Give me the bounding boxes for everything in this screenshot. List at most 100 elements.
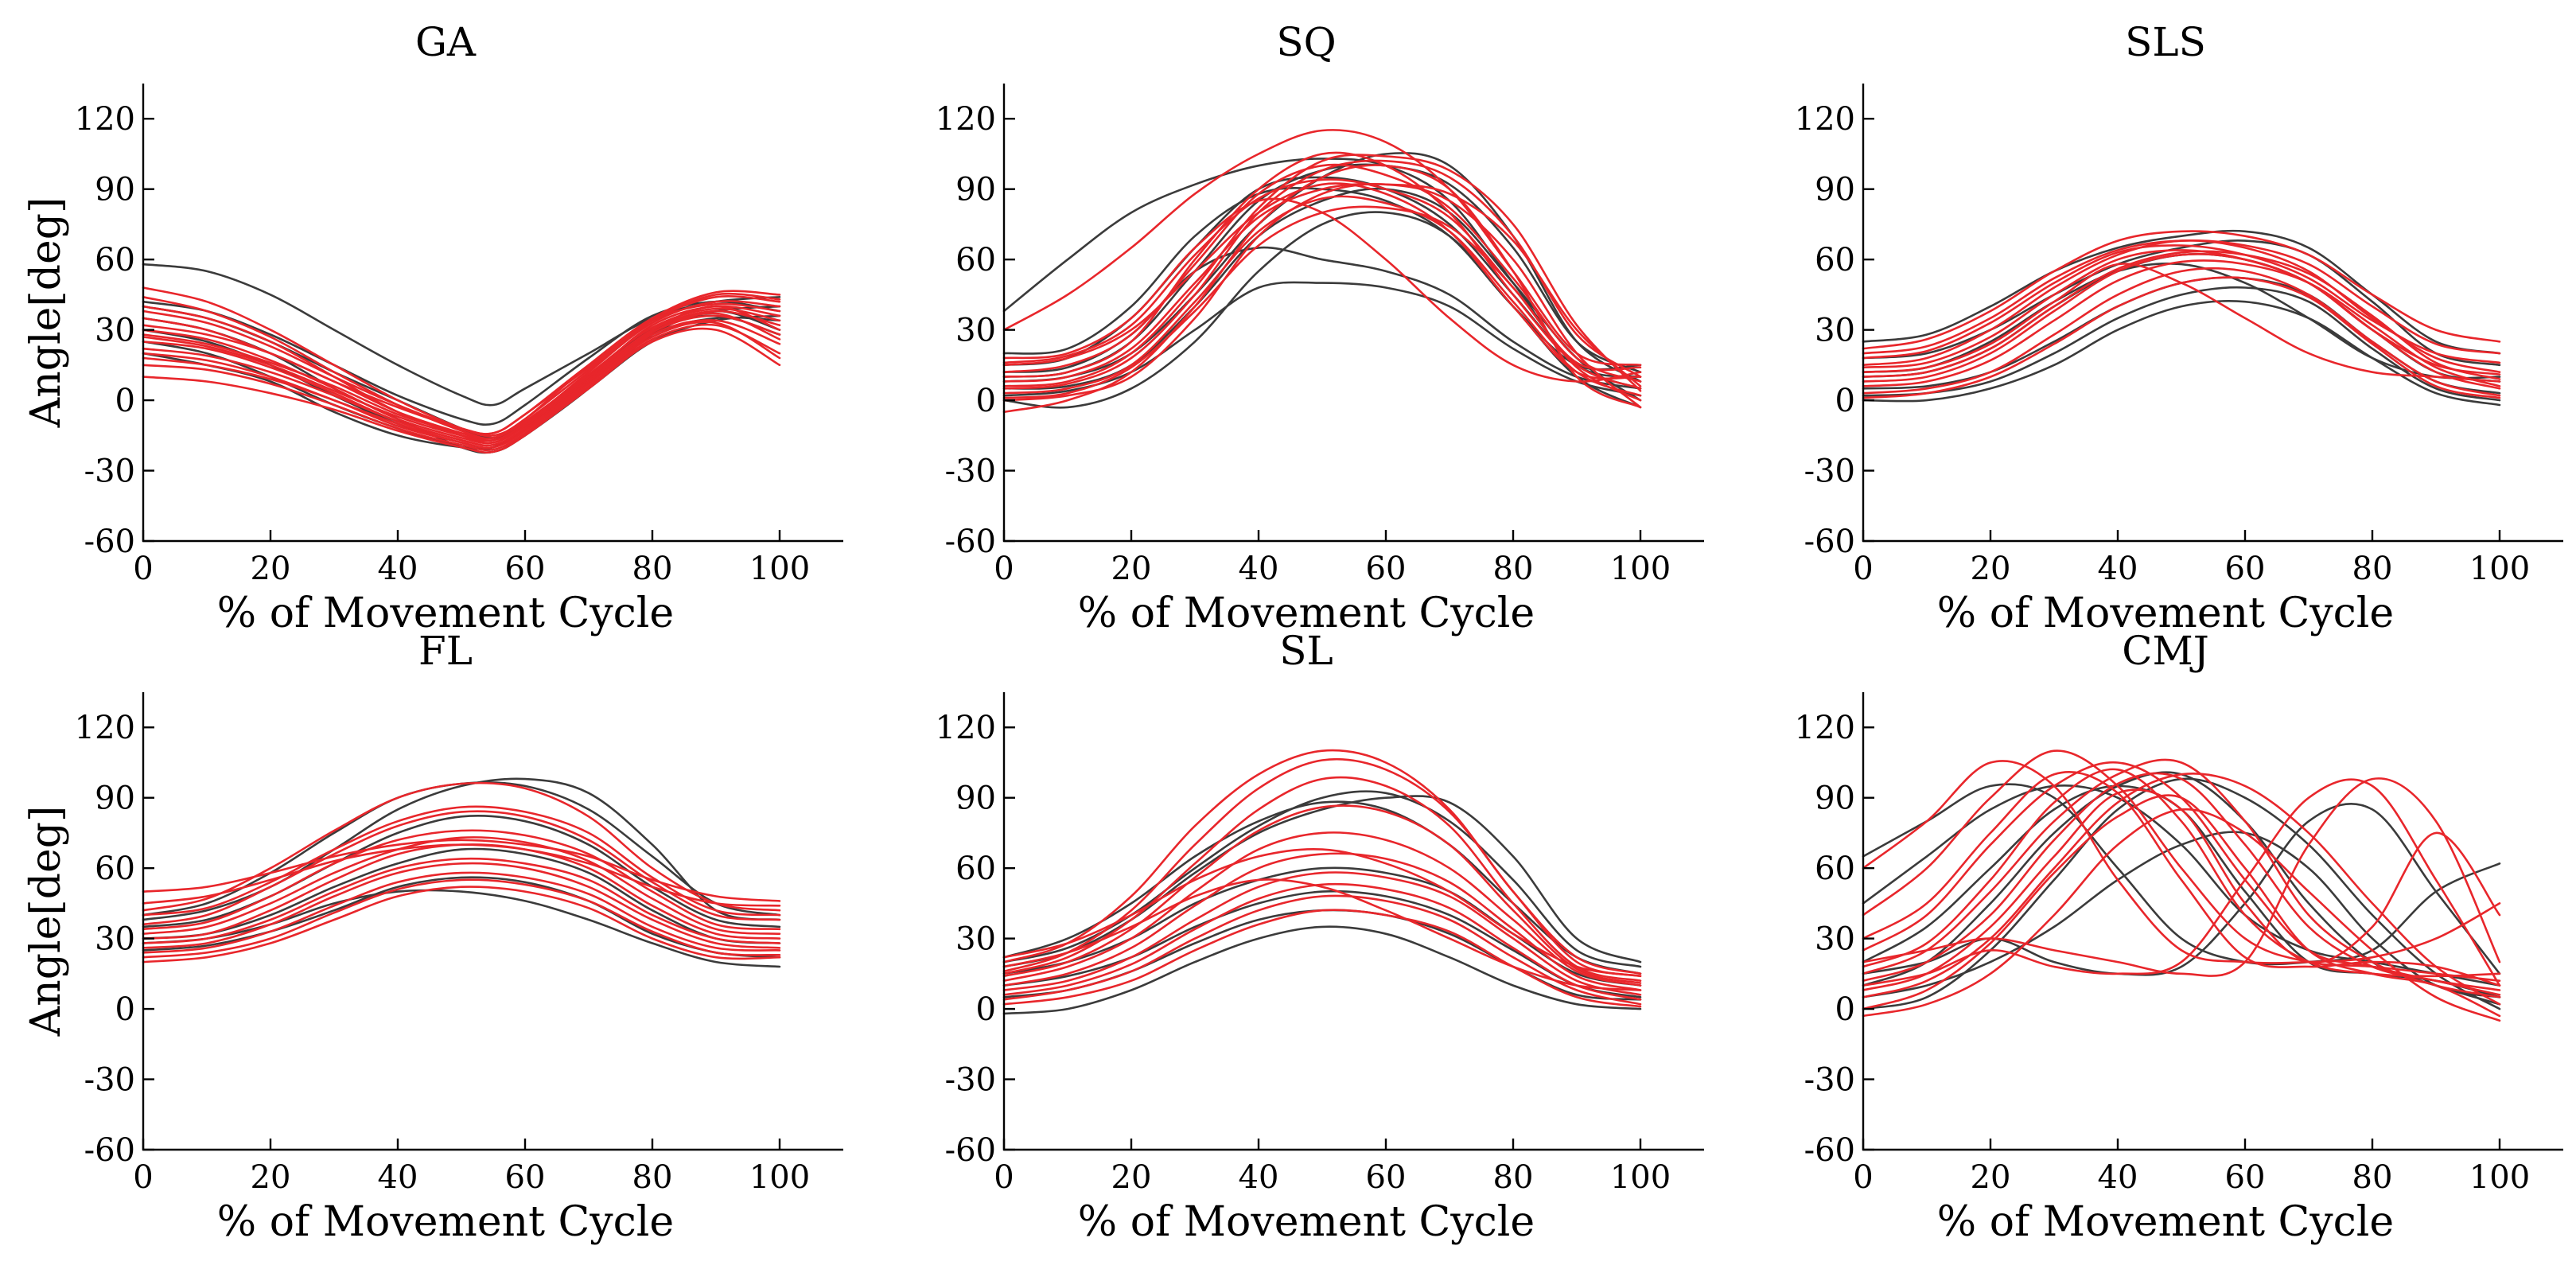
y-tick-label: -30 xyxy=(84,1062,135,1099)
x-tick-label: 60 xyxy=(1366,551,1407,587)
y-tick-label: 0 xyxy=(1835,383,1855,419)
y-tick-label: -60 xyxy=(84,524,135,560)
x-tick-label: 60 xyxy=(505,1159,546,1196)
y-tick-label: 0 xyxy=(1835,991,1855,1028)
panel-cmj: -60 -30 0 30 60 90 120 0 20 40 60 80 100 CMJ % of Move… xyxy=(1795,628,2563,1246)
x-tick-label: 80 xyxy=(1493,1159,1534,1196)
x-tick-label: 20 xyxy=(1111,551,1152,587)
x-tick-label: 100 xyxy=(2469,1159,2530,1196)
series-line-9 xyxy=(142,305,781,442)
y-tick-label: -60 xyxy=(84,1132,135,1169)
x-tick-label: 60 xyxy=(1366,1159,1407,1196)
series-line-5 xyxy=(142,889,781,968)
y-tick-label: 90 xyxy=(1815,172,1855,208)
series-line-8 xyxy=(1002,281,1642,397)
series-line-9 xyxy=(1862,253,2501,390)
panel-sl: -60 -30 0 30 60 90 120 0 20 40 60 80 100 SL % of Movem… xyxy=(936,628,1704,1246)
series-line-12 xyxy=(1002,878,1642,991)
x-tick-label: 40 xyxy=(2098,551,2138,587)
series-line-14 xyxy=(1862,794,2501,1018)
series-line-10 xyxy=(1862,758,2501,999)
x-tick-label: 80 xyxy=(2352,1159,2393,1196)
x-tick-label: 20 xyxy=(251,551,291,587)
series-line-16 xyxy=(1862,239,2501,355)
series-line-1 xyxy=(1862,784,2501,987)
series-line-15 xyxy=(1002,882,1642,1001)
x-tick-label: 0 xyxy=(133,1159,153,1196)
series-line-16 xyxy=(1002,183,1642,387)
series-line-16 xyxy=(1862,788,2501,991)
series-line-20 xyxy=(142,305,781,442)
series-line-2 xyxy=(1002,890,1642,999)
x-axis-label: % of Movement Cycle xyxy=(1078,1198,1535,1246)
y-tick-label: 60 xyxy=(1815,242,1855,278)
x-tick-label: 20 xyxy=(1971,551,2011,587)
series-line-6 xyxy=(1862,286,2501,402)
series-line-10 xyxy=(1862,267,2501,397)
y-tick-label: -60 xyxy=(945,524,996,560)
panel-title: SLS xyxy=(2125,19,2206,65)
y-tick-label: 60 xyxy=(95,851,135,887)
x-tick-label: 60 xyxy=(2225,551,2266,587)
series-line-11 xyxy=(1002,894,1642,1006)
y-tick-label: 30 xyxy=(95,313,135,349)
curves xyxy=(1002,749,1642,1015)
x-axis-label: % of Movement Cycle xyxy=(217,1198,674,1246)
series-line-21 xyxy=(1002,205,1642,402)
series-line-7 xyxy=(142,810,781,926)
series-line-14 xyxy=(1862,250,2501,380)
series-line-15 xyxy=(1862,276,2501,399)
x-tick-label: 40 xyxy=(1239,551,1279,587)
axes xyxy=(1002,84,1704,543)
series-line-14 xyxy=(142,327,781,454)
x-tick-label: 20 xyxy=(251,1159,291,1196)
series-line-18 xyxy=(142,805,781,917)
y-tick-label: -30 xyxy=(945,454,996,490)
y-tick-label: 90 xyxy=(95,781,135,817)
x-tick-label: 80 xyxy=(632,1159,673,1196)
series-line-18 xyxy=(1002,757,1642,978)
x-tick-label: 100 xyxy=(749,551,810,587)
series-line-10 xyxy=(1002,151,1642,390)
y-tick-label: 90 xyxy=(955,781,996,817)
series-line-21 xyxy=(142,292,781,440)
panel-fl: -60 -30 0 30 60 90 120 0 20 40 60 80 100 FL % of Movem… xyxy=(22,628,843,1246)
x-axis-label: % of Movement Cycle xyxy=(1078,590,1535,637)
series-line-12 xyxy=(1002,183,1642,409)
x-tick-label: 20 xyxy=(1971,1159,2011,1196)
y-tick-label: -30 xyxy=(1804,454,1855,490)
y-tick-label: 30 xyxy=(955,921,996,958)
series-line-9 xyxy=(1002,129,1642,367)
y-tick-label: 90 xyxy=(1815,781,1855,817)
series-line-8 xyxy=(142,836,781,935)
y-tick-label: 0 xyxy=(115,991,135,1028)
series-line-10 xyxy=(1002,871,1642,996)
series-line-9 xyxy=(142,857,781,944)
panel-title: FL xyxy=(418,628,473,674)
series-line-7 xyxy=(1862,760,2501,964)
panel-sq: -60 -30 0 30 60 90 120 0 20 40 60 80 100 SQ % of Movem… xyxy=(936,19,1704,637)
y-tick-label: 120 xyxy=(75,710,135,746)
y-tick-label: 120 xyxy=(1795,101,1855,138)
series-line-1 xyxy=(1002,866,1642,987)
series-line-3 xyxy=(1002,925,1642,1015)
y-tick-label: 30 xyxy=(95,921,135,958)
x-axis-label: % of Movement Cycle xyxy=(1937,1198,2394,1246)
axes xyxy=(142,84,843,543)
y-tick-label: -30 xyxy=(945,1062,996,1099)
x-axis-label: % of Movement Cycle xyxy=(1937,590,2394,637)
series-line-11 xyxy=(142,314,781,447)
series-line-18 xyxy=(1862,808,2501,1022)
panel-sls: -60 -30 0 30 60 90 120 0 20 40 60 80 100 SLS % of Move… xyxy=(1795,19,2563,637)
series-line-14 xyxy=(142,829,781,931)
series-line-14 xyxy=(1002,804,1642,984)
y-tick-label: -60 xyxy=(1804,524,1855,560)
x-tick-label: 40 xyxy=(378,1159,418,1196)
y-tick-label: -30 xyxy=(1804,1062,1855,1099)
x-tick-label: 60 xyxy=(505,551,546,587)
x-tick-label: 0 xyxy=(1853,551,1873,587)
series-line-11 xyxy=(142,886,781,964)
y-tick-label: -60 xyxy=(1804,1132,1855,1169)
axes xyxy=(1862,84,2563,543)
series-line-18 xyxy=(142,302,781,435)
